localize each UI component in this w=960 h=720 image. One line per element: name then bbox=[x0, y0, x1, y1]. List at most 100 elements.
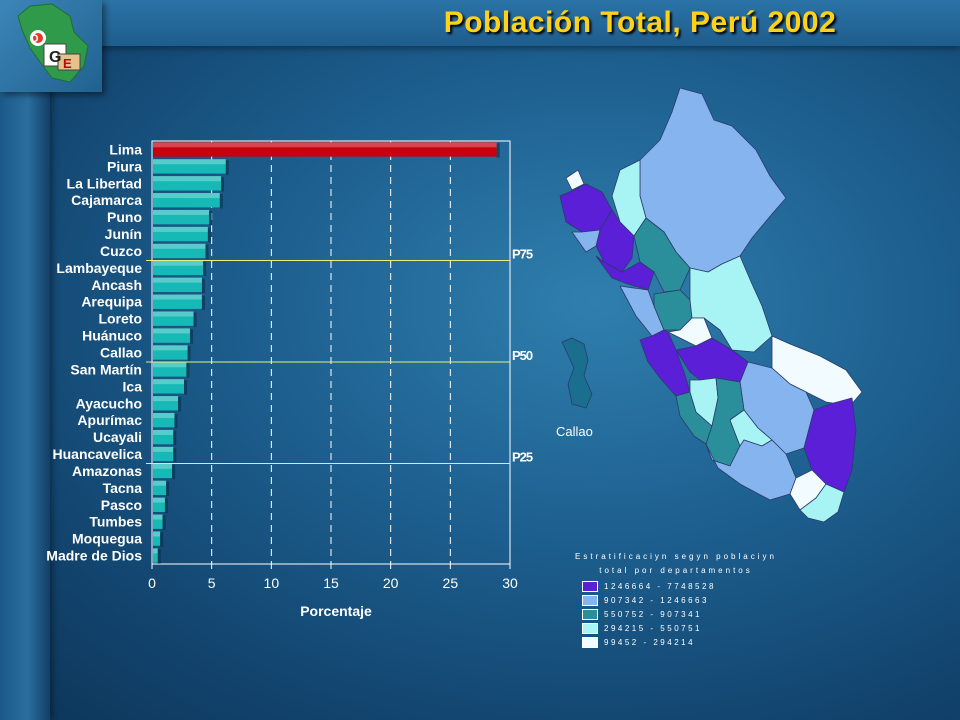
percentile-label: P50 bbox=[512, 348, 533, 363]
category-label: Ancash bbox=[91, 277, 142, 293]
bar bbox=[153, 294, 202, 309]
legend-row: 907342 - 1246663 bbox=[582, 594, 796, 606]
bar-shine bbox=[153, 480, 167, 486]
bar bbox=[153, 311, 194, 326]
legend-swatch bbox=[582, 636, 598, 648]
bar-shine bbox=[153, 209, 210, 215]
bar-shadow bbox=[207, 227, 211, 243]
map-region-la-libertad bbox=[595, 255, 655, 291]
x-tick-label: 30 bbox=[502, 575, 518, 591]
bar-shine bbox=[153, 159, 226, 165]
bar bbox=[153, 277, 202, 293]
x-tick-label: 10 bbox=[264, 575, 280, 591]
bar-shine bbox=[153, 396, 179, 402]
category-label: Pasco bbox=[101, 497, 142, 513]
legend-swatch bbox=[582, 608, 598, 620]
bar bbox=[153, 412, 175, 428]
legend-row: 294215 - 550751 bbox=[582, 622, 796, 634]
category-label: Ica bbox=[123, 378, 143, 394]
category-label: Cajamarca bbox=[71, 192, 142, 208]
bar bbox=[153, 226, 208, 242]
bar bbox=[153, 209, 210, 225]
bar bbox=[153, 159, 226, 174]
bar bbox=[153, 362, 187, 377]
x-tick-label: 20 bbox=[383, 575, 399, 591]
bar-shine bbox=[153, 514, 163, 520]
category-label: La Libertad bbox=[67, 175, 142, 191]
legend-rows: 1246664 - 7748528 907342 - 1246663 550752 … bbox=[556, 580, 796, 648]
map-legend: Estratificaciyn segyn poblaciyn total po… bbox=[556, 550, 796, 660]
legend-swatch bbox=[582, 622, 598, 634]
bar-shine bbox=[153, 548, 158, 554]
legend-label: 294215 - 550751 bbox=[604, 623, 702, 633]
x-axis-label: Porcentaje bbox=[300, 603, 372, 619]
bar bbox=[153, 429, 174, 445]
category-label: Arequipa bbox=[81, 294, 142, 310]
bar-shadow bbox=[164, 498, 168, 513]
slide-title: Población Total, Perú 2002 bbox=[443, 6, 837, 39]
bar-shine bbox=[153, 362, 187, 368]
category-label: Moquegua bbox=[72, 531, 142, 547]
bar-shadow bbox=[184, 380, 188, 395]
legend-title-line1: Estratificaciyn segyn poblaciyn bbox=[575, 552, 777, 561]
bar-shadow bbox=[496, 143, 500, 158]
bar bbox=[153, 497, 165, 512]
logo-letter-g: G bbox=[49, 49, 61, 66]
category-label: Huancavelica bbox=[53, 446, 143, 462]
map-region-lima bbox=[639, 329, 691, 397]
bar bbox=[153, 243, 206, 259]
bar-shadow bbox=[189, 329, 193, 344]
bar bbox=[153, 176, 222, 191]
category-label: Huánuco bbox=[82, 328, 142, 344]
bar-shine bbox=[153, 277, 202, 283]
bar-shine bbox=[153, 446, 174, 452]
bar-shadow bbox=[209, 210, 213, 226]
legend-row: 550752 - 907341 bbox=[582, 608, 796, 620]
legend-swatch bbox=[582, 580, 598, 592]
bar-shine bbox=[153, 429, 174, 435]
map-region-puno bbox=[803, 397, 857, 493]
bar bbox=[153, 328, 190, 343]
map-region-callao-inset bbox=[561, 337, 593, 409]
legend-label: 550752 - 907341 bbox=[604, 609, 702, 619]
legend-label: 907342 - 1246663 bbox=[604, 595, 709, 605]
bar-shadow bbox=[219, 194, 223, 209]
bar-shadow bbox=[172, 464, 176, 480]
percentile-label: P75 bbox=[512, 246, 533, 261]
bar bbox=[153, 379, 185, 394]
bar-shadow bbox=[162, 515, 166, 530]
bar-shine bbox=[153, 531, 161, 537]
category-label: San Martín bbox=[70, 361, 142, 377]
map-region-tumbes bbox=[565, 169, 585, 191]
bar-shine bbox=[153, 294, 202, 300]
bar-shadow bbox=[174, 413, 178, 429]
map-region-lambayeque bbox=[571, 229, 601, 253]
bar-shine bbox=[153, 497, 165, 503]
x-tick-label: 15 bbox=[323, 575, 339, 591]
bar-shine bbox=[153, 176, 222, 182]
bar-shine bbox=[153, 345, 188, 351]
bar-shadow bbox=[193, 312, 197, 327]
bar-shine bbox=[153, 379, 185, 385]
percentile-label: P25 bbox=[512, 449, 533, 464]
logo-letter-e: E bbox=[63, 56, 72, 71]
bar bbox=[153, 463, 173, 479]
bar-shine bbox=[153, 142, 497, 148]
bar-shine bbox=[153, 193, 220, 199]
bar bbox=[153, 142, 497, 157]
bar bbox=[153, 480, 167, 496]
bar-shadow bbox=[166, 481, 170, 497]
legend-label: 1246664 - 7748528 bbox=[604, 581, 716, 591]
legend-swatch bbox=[582, 594, 598, 606]
bar-shadow bbox=[201, 295, 205, 310]
x-tick-label: 5 bbox=[208, 575, 216, 591]
callao-inset-label: Callao bbox=[556, 424, 593, 439]
legend-label: 99452 - 294214 bbox=[604, 637, 696, 647]
bar-shadow bbox=[157, 549, 161, 564]
bar-shine bbox=[153, 226, 208, 232]
category-label: Junín bbox=[105, 226, 142, 242]
bar bbox=[153, 345, 188, 360]
bar bbox=[153, 260, 204, 276]
bar bbox=[153, 446, 174, 462]
